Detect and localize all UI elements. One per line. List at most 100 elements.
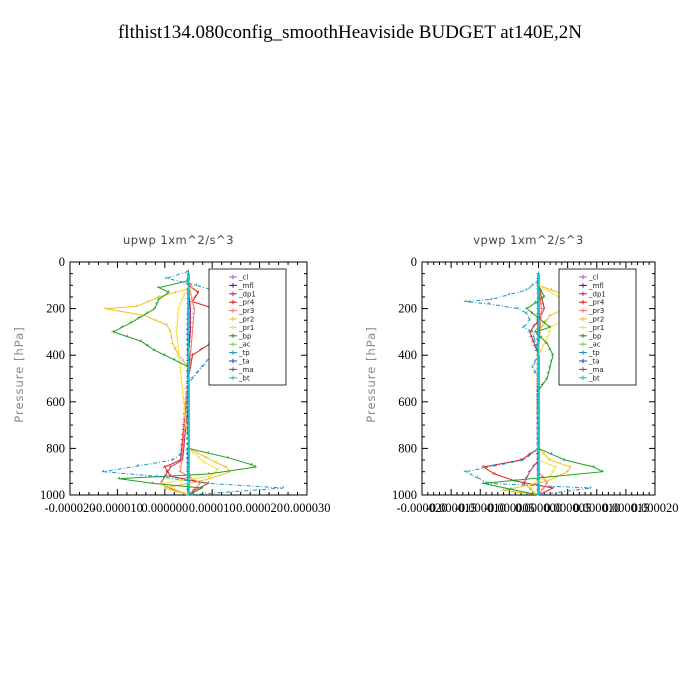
series-pr3 — [178, 283, 202, 496]
x-tick-label: 0.000030 — [284, 501, 331, 515]
legend-label: _cl — [588, 274, 598, 282]
legend-marker — [580, 308, 586, 313]
series-line — [481, 285, 555, 496]
series-line — [523, 273, 539, 496]
legend: _cl_mfl_dp1_pr4_pr3_pr2_pr1_bp_ac_tp_ta_… — [558, 268, 637, 386]
legend-label: _mfl — [588, 282, 604, 290]
x-tick-label: 0.000010 — [189, 501, 236, 515]
y-tick-label: 800 — [46, 441, 65, 455]
series-markers — [186, 271, 189, 496]
legend-marker — [230, 333, 236, 338]
legend-marker — [580, 358, 586, 364]
legend-marker — [230, 325, 236, 330]
legend-label: _tp — [588, 349, 600, 357]
x-tick-label: 0.000000 — [515, 501, 562, 515]
legend-marker — [230, 291, 236, 296]
y-axis-label: Pressure [hPa] — [364, 326, 378, 423]
x-tick-label: 0.000020 — [632, 501, 679, 515]
legend-label: _pr2 — [588, 316, 604, 324]
x-tick-label: -0.000010 — [92, 501, 143, 515]
legend-marker — [580, 350, 586, 355]
legend-marker — [230, 358, 236, 364]
legend-label: _bp — [588, 332, 602, 340]
legend-label: _pr1 — [238, 324, 254, 332]
legend-marker — [230, 283, 236, 288]
legend-label: _pr3 — [238, 307, 254, 315]
legend-label: _cl — [238, 274, 248, 282]
legend-marker — [230, 342, 236, 347]
legend-label: _ac — [588, 341, 601, 349]
chart-panel-1: upwp 1xm^2/s^3 Pressure [hPa] 0 200 400 600 80… — [12, 233, 330, 515]
legend-marker — [230, 375, 236, 380]
panel-title: upwp 1xm^2/s^3 — [123, 233, 234, 247]
x-tick-label: 0.000015 — [602, 501, 649, 515]
legend-label: _dp1 — [588, 290, 606, 298]
legend-marker — [230, 316, 236, 322]
x-tick-label: -0.000005 — [484, 501, 535, 515]
legend-label: _bt — [588, 374, 600, 382]
x-tick-label: 0.000000 — [141, 501, 188, 515]
legend-marker — [580, 333, 586, 338]
legend-marker — [230, 300, 236, 305]
series-markers — [178, 283, 201, 496]
legend-marker — [580, 342, 586, 347]
y-axis-label: Pressure [hPa] — [12, 326, 26, 423]
y-tick-label: 400 — [398, 348, 417, 362]
y-tick-label: 0 — [411, 255, 417, 269]
legend-marker — [580, 316, 586, 322]
legend-label: _bt — [238, 374, 250, 382]
legend: _cl_mfl_dp1_pr4_pr3_pr2_pr1_bp_ac_tp_ta_… — [208, 268, 287, 386]
legend-label: _pr2 — [238, 316, 254, 324]
legend-label: _ma — [588, 366, 604, 374]
panel-title: vpwp 1xm^2/s^3 — [473, 233, 584, 247]
legend-label: _ac — [238, 341, 251, 349]
legend-marker — [580, 274, 586, 280]
y-tick-label: 1000 — [40, 488, 65, 502]
series-bt — [536, 271, 539, 496]
legend-label: _mfl — [238, 282, 254, 290]
legend-label: _ma — [238, 366, 254, 374]
x-tick-label: 0.000005 — [544, 501, 591, 515]
legend-box — [208, 268, 287, 386]
x-tick-label: 0.000020 — [236, 501, 283, 515]
series-dp1 — [521, 271, 539, 496]
chart-panel-2: vpwp 1xm^2/s^3 Pressure [hPa] 0 200 400 600 80… — [364, 233, 678, 515]
legend-marker — [580, 375, 586, 380]
series-markers — [481, 283, 554, 496]
x-tick-label: -0.000015 — [426, 501, 477, 515]
legend-label: _pr3 — [588, 307, 604, 315]
legend-marker — [580, 300, 586, 305]
legend-marker — [580, 325, 586, 330]
y-tick-label: 0 — [59, 255, 65, 269]
x-tick-label: 0.000010 — [573, 501, 620, 515]
series-markers — [536, 271, 539, 496]
y-tick-label: 200 — [46, 302, 65, 316]
x-tick-label: -0.000020 — [44, 501, 95, 515]
y-tick-label: 600 — [398, 395, 417, 409]
legend-marker — [230, 350, 236, 355]
legend-label: _pr1 — [588, 324, 604, 332]
legend-marker — [230, 308, 236, 313]
legend-label: _bp — [238, 332, 252, 340]
x-tick-label: -0.000020 — [396, 501, 447, 515]
y-tick-label: 600 — [46, 395, 65, 409]
series-bt — [186, 271, 189, 496]
y-tick-label: 200 — [398, 302, 417, 316]
series-markers — [521, 271, 539, 496]
legend-marker — [580, 367, 586, 372]
series-pr4 — [481, 283, 555, 496]
x-tick-label: -0.000010 — [455, 501, 506, 515]
legend-label: _ta — [238, 358, 250, 366]
legend-label: _ta — [588, 358, 600, 366]
legend-label: _pr4 — [588, 299, 605, 307]
legend-label: _tp — [238, 349, 250, 357]
legend-marker — [230, 367, 236, 372]
y-tick-label: 400 — [46, 348, 65, 362]
page-title: flthist134.080config_smoothHeaviside BUD… — [117, 22, 583, 43]
legend-label: _pr4 — [238, 299, 255, 307]
legend-box — [558, 268, 637, 386]
legend-marker — [230, 274, 236, 280]
legend-label: _dp1 — [238, 290, 256, 298]
y-tick-label: 1000 — [392, 488, 417, 502]
